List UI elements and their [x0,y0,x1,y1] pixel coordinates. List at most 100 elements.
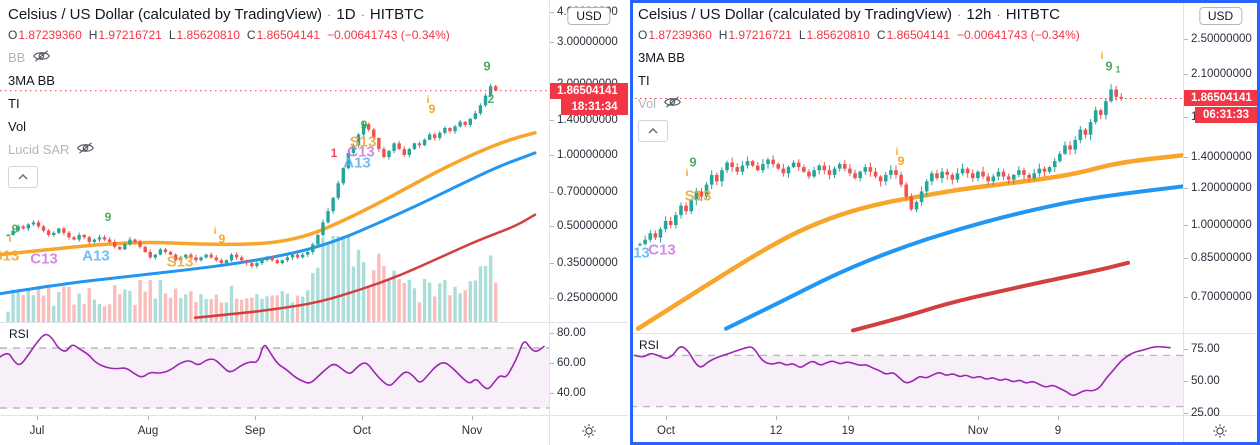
axis-tick-mark [1184,257,1188,259]
title-separator: · [360,7,365,22]
title-separator: · [957,7,962,22]
title-separator: · [327,7,332,22]
indicator-label[interactable]: TI [638,73,650,88]
indicator-row-ti[interactable]: TI [8,92,450,115]
time-tick-label: Oct [353,425,371,437]
ohlc-h: H1.97216721 [718,28,792,42]
candlestick-chart-1d[interactable] [0,0,549,322]
axis-tick-mark [1184,117,1188,119]
timezone-settings-cell[interactable] [549,421,628,441]
rsi-pane-12h[interactable]: RSI [630,333,1183,415]
rsi-pane-1d[interactable]: RSI [0,322,549,415]
time-axis-1d[interactable]: Jul Aug Sep Oct Nov [0,415,628,445]
axis-tick-mark [550,120,554,122]
eye-hidden-icon[interactable] [76,141,95,158]
ohlc-h: H1.97216721 [88,28,162,42]
axis-tick-mark [550,155,554,156]
rsi-indicator-label[interactable]: RSI [9,327,30,341]
rsi-tick-label: 75.00 [1191,343,1220,355]
currency-toggle-button[interactable]: USD [1198,7,1243,25]
time-tick-label: 12 [769,425,783,437]
time-tick-label: Oct [657,425,675,437]
indicator-row-vol[interactable]: Vol [638,92,1080,115]
rsi-indicator-label[interactable]: RSI [639,338,660,352]
indicator-label[interactable]: BB [8,50,26,65]
axis-tick-mark [1184,187,1188,189]
ohlc-values-row: O1.87239360 H1.97216721 L1.85620810 C1.8650… [638,28,1080,42]
timezone-settings-cell[interactable] [1183,421,1257,441]
symbol-name[interactable]: Celsius / US Dollar (calculated by Tradi… [638,6,953,23]
indicator-list: 3MA BB TI Vol [638,46,1080,115]
price-tick-label: 0.25000000 [557,291,618,304]
time-tick-mark [255,416,256,420]
indicator-row-lucid-sar[interactable]: Lucid SAR [8,138,450,161]
price-tick-label: 0.70000000 [557,185,618,198]
bar-countdown-badge: 06:31:33 [1195,106,1257,123]
indicator-row-bb[interactable]: BB [8,46,450,69]
indicator-row-3ma-bb[interactable]: 3MA BB [638,46,1080,69]
collapse-legend-button[interactable] [8,166,38,188]
indicator-row-ti[interactable]: TI [638,69,1080,92]
indicator-label[interactable]: Vol [638,96,657,111]
price-pane-12h[interactable]: A13C13i9S13i9i91 Celsius / US Dollar (ca… [630,0,1183,333]
symbol-name[interactable]: Celsius / US Dollar (calculated by Tradi… [8,6,323,23]
indicator-label[interactable]: Lucid SAR [8,142,70,157]
collapse-legend-button[interactable] [638,120,668,142]
exchange-label[interactable]: HITBTC [369,6,425,23]
chart-panel-1d: 9iS13C139A13S13i91A13C13S139i992 Celsius… [0,0,628,445]
axis-tick-mark [550,12,554,14]
indicator-row-vol[interactable]: Vol [8,115,450,138]
axis-tick-mark [1184,297,1188,299]
rsi-tick-label: 80.00 [557,327,586,339]
chevron-up-icon [18,174,28,180]
price-tick-label: 2.10000000 [1191,68,1252,81]
time-tick-mark [148,416,149,420]
indicator-label[interactable]: 3MA BB [8,73,55,88]
eye-hidden-icon[interactable] [663,95,682,112]
price-tick-label: 2.50000000 [1191,32,1252,45]
axis-tick-mark [550,297,554,299]
candlestick-chart-12h[interactable] [630,0,1183,333]
time-tick-label: 19 [841,425,855,437]
chart-panel-12h: A13C13i9S13i9i91 Celsius / US Dollar (ca… [630,0,1260,445]
axis-tick-mark [550,393,554,394]
price-pane-1d[interactable]: 9iS13C139A13S13i91A13C13S139i992 Celsius… [0,0,549,322]
price-tick-label: 1.00000000 [1191,219,1252,231]
chart-legend-1d: Celsius / US Dollar (calculated by Tradi… [8,6,450,188]
price-change: −0.00641743 (−0.34%) [327,28,450,42]
time-axis-12h[interactable]: Oct 12 19 Nov 9 [630,415,1260,445]
time-tick-label: Nov [461,425,483,437]
currency-toggle-button[interactable]: USD [567,7,611,25]
time-tick-mark [362,416,363,420]
price-tick-label: 1.20000000 [1191,181,1252,194]
symbol-title-row[interactable]: Celsius / US Dollar (calculated by Tradi… [8,6,450,23]
time-tick-mark [776,416,777,420]
interval-label[interactable]: 12h [966,6,992,23]
axis-tick-mark [1184,156,1188,158]
settings-sun-icon [581,424,596,438]
indicator-row-3ma-bb[interactable]: 3MA BB [8,69,450,92]
price-tick-label: 1.40000000 [557,114,618,127]
indicator-label[interactable]: Vol [8,119,27,134]
price-tick-label: 1.40000000 [1191,150,1252,163]
indicator-label[interactable]: 3MA BB [638,50,685,65]
interval-label[interactable]: 1D [336,6,356,23]
eye-hidden-icon[interactable] [32,49,51,66]
price-tick-label: 0.35000000 [557,257,618,270]
exchange-label[interactable]: HITBTC [1005,6,1060,23]
symbol-title-row[interactable]: Celsius / US Dollar (calculated by Tradi… [638,6,1080,23]
rsi-tick-label: 50.00 [1191,375,1220,387]
ohlc-values-row: O1.87239360 H1.97216721 L1.85620810 C1.8650… [8,28,450,42]
rsi-tick-label: 25.00 [1191,407,1220,419]
ohlc-l: L1.85620810 [168,28,240,42]
price-axis-12h[interactable]: USD 2.500000002.100000001.700000001.4000… [1184,0,1257,445]
rsi-chart-1d[interactable] [0,322,549,415]
chevron-up-icon [648,128,658,134]
price-axis-1d[interactable]: USD 4.000000003.000000002.000000001.4000… [550,0,628,445]
indicator-label[interactable]: TI [8,96,20,111]
axis-tick-mark [550,333,554,334]
title-separator: · [996,7,1001,22]
rsi-chart-12h[interactable] [630,333,1183,415]
last-price-badge: 1.86504141 [1184,90,1257,107]
